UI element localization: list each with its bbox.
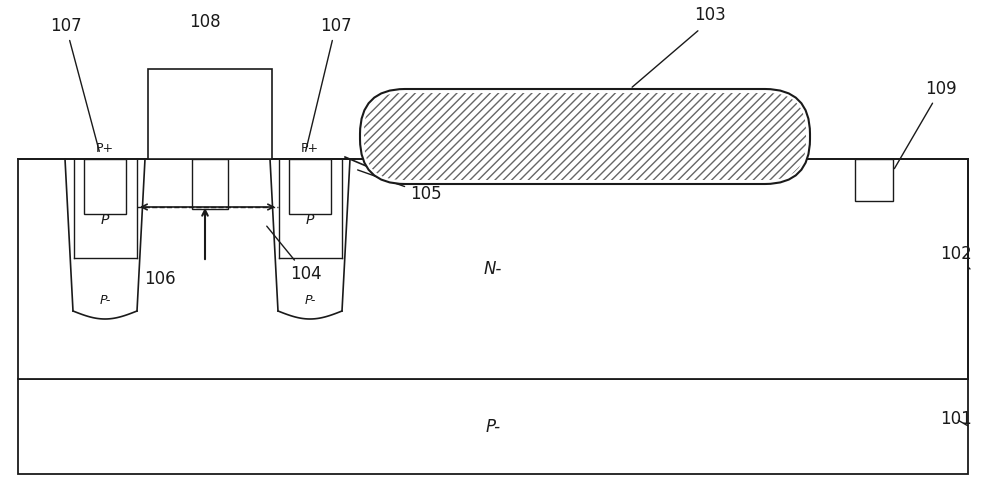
Text: 103: 103 — [694, 6, 726, 24]
Bar — [148, 69, 272, 159]
Text: D: D — [202, 184, 214, 199]
Text: P: P — [101, 213, 109, 227]
Text: P: P — [306, 213, 314, 227]
Bar — [855, 159, 893, 201]
FancyBboxPatch shape — [360, 89, 810, 184]
Text: 102: 102 — [940, 245, 972, 269]
Text: 106: 106 — [144, 270, 176, 288]
Text: 105: 105 — [358, 170, 442, 203]
Text: 107: 107 — [50, 17, 99, 151]
Text: 107: 107 — [306, 17, 352, 151]
Text: 108: 108 — [189, 13, 221, 31]
Text: 101: 101 — [940, 410, 972, 428]
Bar — [18, 379, 968, 474]
Text: P-: P- — [99, 295, 111, 308]
Text: P+: P+ — [96, 142, 114, 155]
Text: N-: N- — [484, 260, 502, 278]
Text: P-: P- — [304, 295, 316, 308]
Text: 109: 109 — [894, 80, 957, 169]
Bar — [289, 159, 331, 214]
Text: N+: N+ — [866, 175, 882, 185]
Text: 104: 104 — [267, 226, 322, 283]
Text: N+: N+ — [200, 142, 220, 155]
Text: 108: 108 — [196, 91, 224, 106]
Bar — [192, 159, 228, 209]
Bar — [18, 159, 968, 379]
Bar — [84, 159, 126, 214]
Text: P-: P- — [485, 418, 501, 435]
Text: P+: P+ — [301, 142, 319, 155]
